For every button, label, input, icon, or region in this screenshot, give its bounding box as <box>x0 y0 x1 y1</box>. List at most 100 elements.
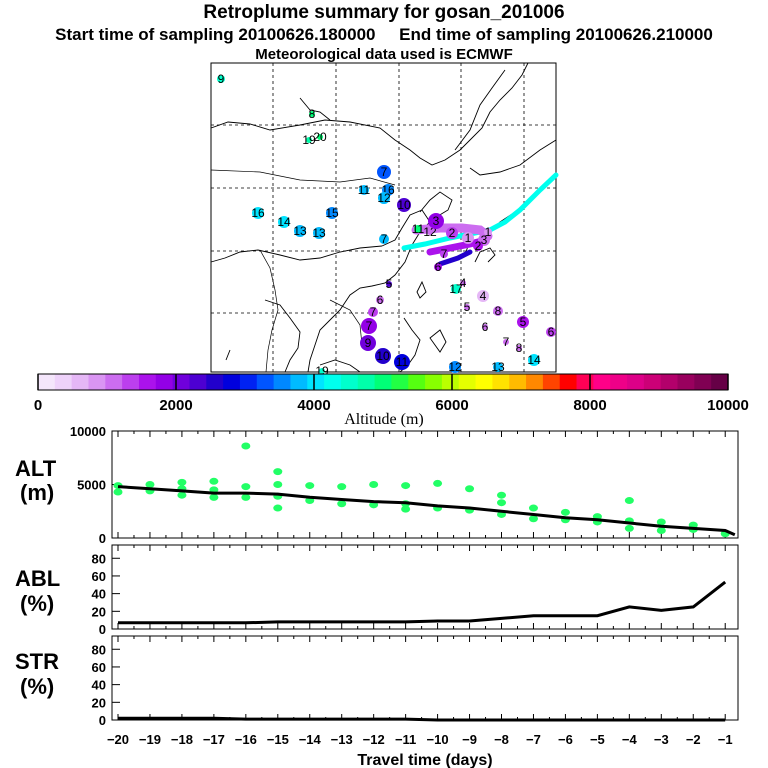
x-tick-label: −1 <box>718 732 733 747</box>
alt-scatter-point <box>113 488 123 496</box>
alt-scatter-point <box>273 504 283 512</box>
alt-scatter-point <box>241 442 251 450</box>
x-tick-label: −19 <box>139 732 161 747</box>
colorbar-swatch <box>408 374 426 390</box>
map-day-label: 13 <box>293 224 307 238</box>
colorbar-swatch <box>223 374 241 390</box>
colorbar-swatch <box>509 374 527 390</box>
colorbar-swatch <box>711 374 729 390</box>
x-tick-label: −14 <box>299 732 322 747</box>
map-day-label: 14 <box>527 353 541 367</box>
map-day-label: 6 <box>482 320 489 334</box>
alt-scatter-point <box>624 524 634 532</box>
str-plot-frame <box>111 635 739 721</box>
alt-scatter-point <box>465 485 475 493</box>
sampling-time-line: Start time of sampling 20100626.180000 E… <box>0 25 768 45</box>
alt-scatter-point <box>401 482 411 490</box>
map-plume-marker <box>394 354 410 370</box>
map-day-label: 2 <box>449 226 456 240</box>
colorbar-swatch <box>357 374 376 390</box>
alt-scatter-point <box>305 482 315 490</box>
alt-scatter-point <box>241 483 251 491</box>
alt-scatter-point <box>656 518 666 526</box>
x-tick-label: −7 <box>526 732 541 747</box>
map-day-label: 11 <box>358 183 371 197</box>
map-plume-marker <box>446 227 458 239</box>
map-day-label: 7 <box>503 335 510 349</box>
x-tick-label: −12 <box>363 732 385 747</box>
start-time-label: Start time of sampling 20100626.180000 <box>55 25 376 44</box>
x-tick-label: −10 <box>427 732 449 747</box>
map-plume-marker <box>464 304 470 310</box>
alt-median-line <box>117 485 736 537</box>
alt-scatter-point <box>560 508 570 516</box>
map-day-label: 10 <box>376 349 390 363</box>
colorbar-tick-label: 6000 <box>435 397 468 414</box>
alt-scatter-point <box>656 527 666 535</box>
map-plume-marker <box>361 318 377 334</box>
colorbar-swatch <box>155 374 174 390</box>
abl-panel: ABL (%) 0 20 40 60 80 <box>15 544 739 637</box>
met-data-label: Meteorological data used is ECMWF <box>255 46 513 63</box>
colorbar-swatch <box>122 374 140 390</box>
y-tick-label: 20 <box>92 695 106 710</box>
colorbar-swatch <box>172 374 190 390</box>
y-tick-label: 20 <box>92 604 106 619</box>
map-day-label: 1 <box>465 231 472 245</box>
colorbar-swatch <box>290 374 308 390</box>
colorbar-swatch <box>88 374 106 390</box>
map-day-label: 11 <box>396 355 409 369</box>
map-day-label: 5 <box>386 277 393 291</box>
colorbar-swatch <box>324 374 342 390</box>
y-tick-label: 80 <box>92 551 106 566</box>
map-plume-marker <box>449 361 461 373</box>
y-tick-label: 40 <box>92 587 106 602</box>
colorbar-swatch <box>526 374 544 390</box>
colorbar-swatch <box>542 374 561 390</box>
str-x-ticks <box>117 636 726 720</box>
colorbar-tick-label: 2000 <box>159 397 192 414</box>
alt-scatter-point <box>369 481 379 488</box>
x-tick-label: −13 <box>331 732 353 747</box>
map-day-label: 16 <box>251 206 265 220</box>
map-plume-marker <box>414 225 422 233</box>
alt-scatter-point <box>209 493 219 501</box>
x-tick-label: −20 <box>107 732 129 747</box>
map-plume-marker <box>460 280 466 286</box>
abl-y-axis: 0 20 40 60 80 <box>92 551 120 637</box>
map-day-label: 6 <box>548 325 555 339</box>
x-tick-label: −6 <box>558 732 573 747</box>
map-plume-marker <box>484 228 492 236</box>
alt-panel: ALT (m) 0 5000 10000 <box>15 424 739 546</box>
x-tick-label: −8 <box>494 732 509 747</box>
colorbar-swatch <box>206 374 224 390</box>
x-tick-label: −11 <box>395 732 416 747</box>
x-tick-label: −16 <box>235 732 257 747</box>
map-plume-marker <box>368 307 378 317</box>
map-plume-marker <box>313 227 325 239</box>
map-day-label: 19 <box>302 133 316 147</box>
map-plume-marker <box>359 185 369 195</box>
abl-x-ticks <box>117 545 726 629</box>
map-plume-marker <box>309 111 315 117</box>
map-day-label: 8 <box>516 341 523 355</box>
alt-scatter-point <box>497 491 507 499</box>
y-tick-label: 5000 <box>77 478 106 493</box>
alt-scatter-point <box>241 493 251 501</box>
map-day-label: 2 <box>475 239 482 253</box>
map-plume-marker <box>252 207 264 219</box>
colorbar-swatch <box>189 374 207 390</box>
colorbar-swatch <box>239 374 258 390</box>
alt-unit-label: (m) <box>20 480 54 505</box>
map-day-label: 7 <box>381 165 388 179</box>
map-plume-marker <box>440 250 448 258</box>
colorbar-tick-label: 10000 <box>707 397 749 414</box>
abl-unit-label: (%) <box>20 591 54 616</box>
str-line <box>118 716 726 722</box>
map-day-label: 6 <box>377 293 384 307</box>
map-plume-marker <box>434 263 442 271</box>
map-day-label: 9 <box>218 72 225 86</box>
map-day-label: 7 <box>441 247 448 261</box>
colorbar-swatch <box>492 374 510 390</box>
